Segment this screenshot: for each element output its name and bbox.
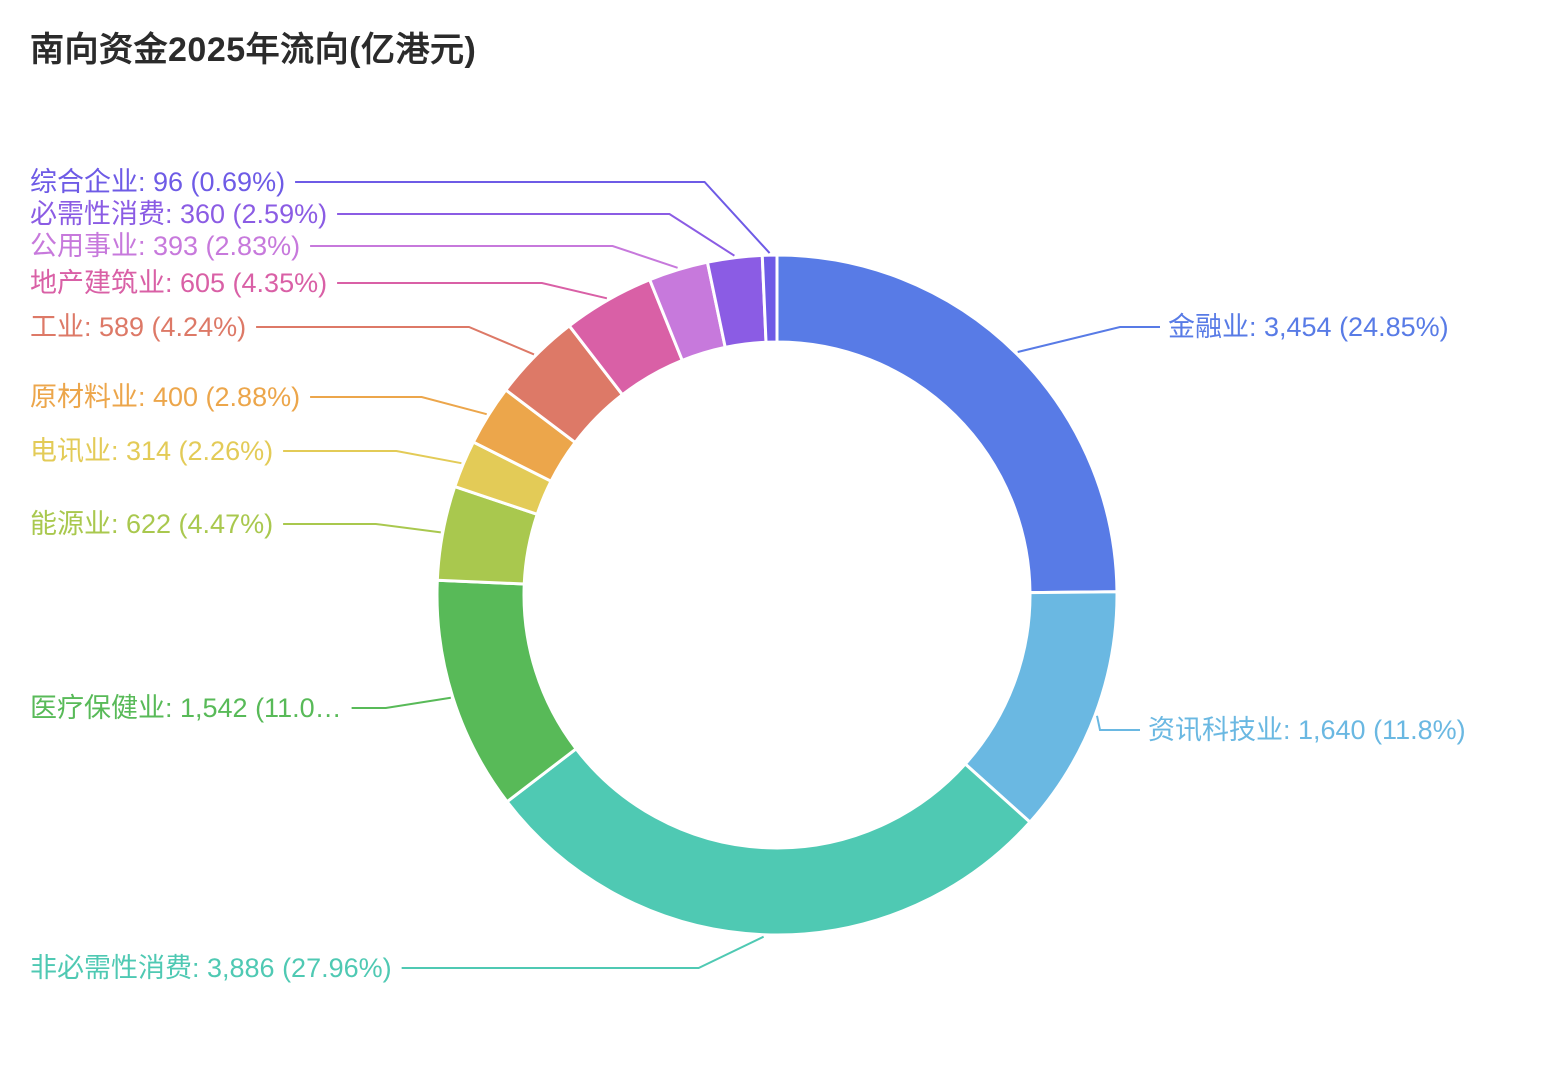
leader-line-资讯科技业 xyxy=(1096,715,1140,731)
leader-line-金融业 xyxy=(1017,326,1160,353)
slice-label-医疗保健业: 医疗保健业: 1,542 (11.0… xyxy=(30,693,342,723)
slice-label-综合企业: 综合企业: 96 (0.69%) xyxy=(30,167,285,197)
leader-line-原材料业 xyxy=(310,396,487,416)
leader-line-非必需性消费 xyxy=(401,935,765,969)
slice-label-非必需性消费: 非必需性消费: 3,886 (27.96%) xyxy=(30,953,392,983)
leader-line-综合企业 xyxy=(295,181,771,254)
leader-line-地产建筑业 xyxy=(337,282,608,300)
slice-label-原材料业: 原材料业: 400 (2.88%) xyxy=(30,382,300,412)
leader-line-公用事业 xyxy=(310,245,678,269)
slice-label-地产建筑业: 地产建筑业: 605 (4.35%) xyxy=(30,268,327,298)
slice-label-公用事业: 公用事业: 393 (2.83%) xyxy=(30,231,300,261)
leader-line-必需性消费 xyxy=(337,213,735,257)
leader-line-医疗保健业 xyxy=(351,696,451,709)
donut-slice-综合企业[interactable] xyxy=(760,253,779,344)
slice-label-金融业: 金融业: 3,454 (24.85%) xyxy=(1168,312,1449,342)
chart-title: 南向资金2025年流向(亿港元) xyxy=(30,31,477,69)
donut-slice-金融业[interactable] xyxy=(775,253,1119,595)
slice-label-工业: 工业: 589 (4.24%) xyxy=(30,312,246,342)
slice-label-电讯业: 电讯业: 314 (2.26%) xyxy=(30,436,273,466)
donut-slice-非必需性消费[interactable] xyxy=(505,747,1032,937)
leader-line-电讯业 xyxy=(283,450,462,465)
leader-line-能源业 xyxy=(283,523,441,534)
slice-label-能源业: 能源业: 622 (4.47%) xyxy=(30,509,273,539)
leader-line-工业 xyxy=(256,326,535,356)
slice-label-资讯科技业: 资讯科技业: 1,640 (11.8%) xyxy=(1148,715,1466,745)
slice-label-必需性消费: 必需性消费: 360 (2.59%) xyxy=(30,199,327,229)
